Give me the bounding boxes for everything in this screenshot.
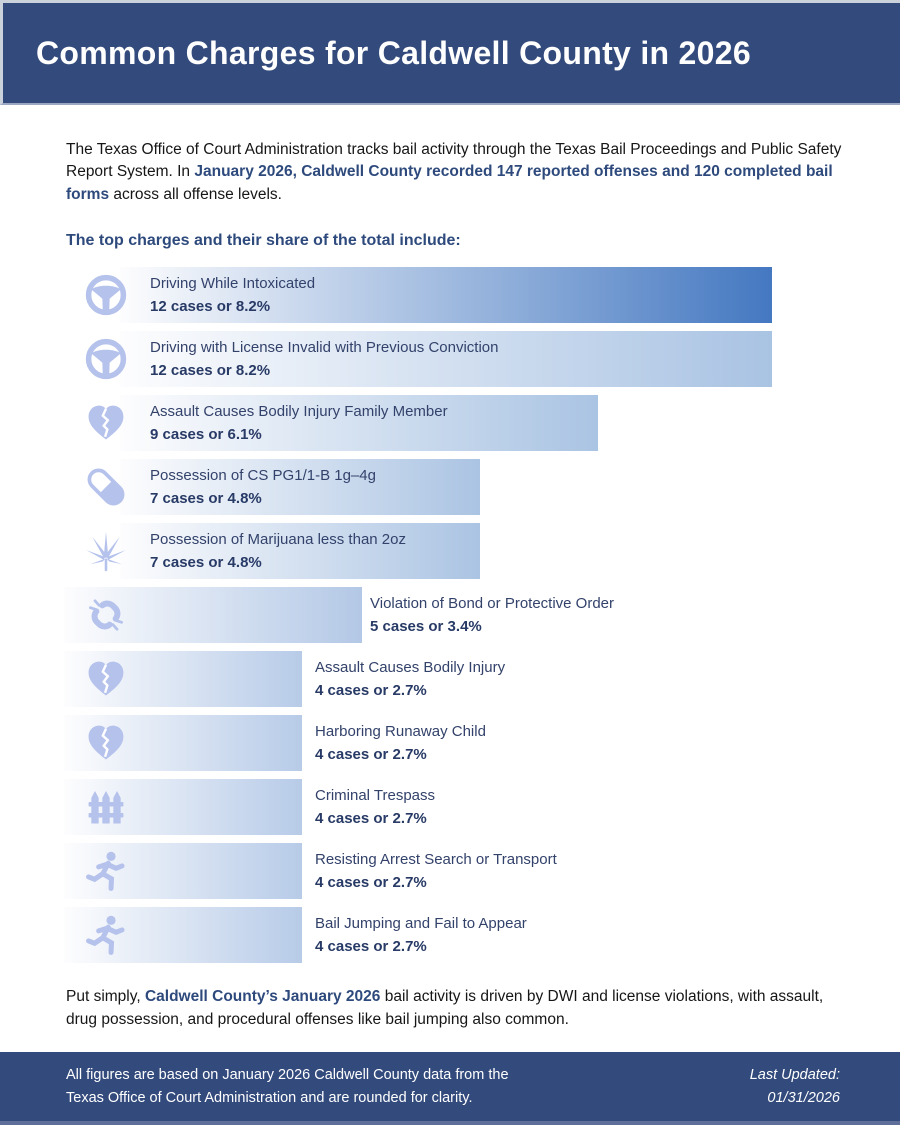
list-heading: The top charges and their share of the t…	[66, 232, 461, 250]
charge-text: Assault Causes Bodily Injury 4 cases or …	[315, 659, 505, 699]
broken-chain-icon	[84, 593, 128, 637]
pill-icon	[84, 465, 128, 509]
charge-stat: 12 cases or 8.2%	[150, 298, 271, 316]
charge-bar	[120, 395, 598, 452]
conclusion-text-pre: Put simply,	[66, 988, 145, 1006]
charge-stat: 4 cases or 2.7%	[315, 938, 427, 956]
charge-row: Possession of CS PG1/1-B 1g–4g 7 cases o…	[64, 459, 836, 516]
charge-stat: 12 cases or 8.2%	[150, 362, 271, 380]
conclusion-text-post: bail activity is driven by DWI and licen…	[66, 988, 824, 1028]
charge-bar	[64, 587, 362, 644]
charge-label: Driving While Intoxicated	[150, 275, 316, 293]
charge-row: Assault Causes Bodily Injury Family Memb…	[64, 395, 836, 452]
charge-row: Driving with License Invalid with Previo…	[64, 331, 836, 388]
charge-text: Violation of Bond or Protective Order 5 …	[370, 595, 614, 635]
last-updated-label: Last Updated:	[749, 1067, 840, 1084]
charge-stat: 4 cases or 2.7%	[315, 682, 427, 700]
charge-text: Driving with License Invalid with Previo…	[150, 339, 499, 379]
charge-label: Violation of Bond or Protective Order	[370, 595, 615, 613]
intro-highlight: January 2026, Caldwell County recorded 1…	[66, 163, 833, 203]
intro-paragraph: The Texas Office of Court Administration…	[66, 139, 852, 206]
charge-bar	[120, 459, 480, 516]
broken-heart-icon	[84, 721, 128, 765]
charge-stat: 4 cases or 2.7%	[315, 874, 427, 892]
intro-text-pre: The Texas Office of Court Administration…	[66, 141, 842, 181]
running-person-icon	[84, 849, 128, 893]
charge-text: Assault Causes Bodily Injury Family Memb…	[150, 403, 448, 443]
footer-source-line1: All figures are based on January 2026 Ca…	[66, 1067, 509, 1084]
charges-list: Driving While Intoxicated 12 cases or 8.…	[64, 267, 836, 964]
broken-heart-icon	[84, 657, 128, 701]
charge-label: Resisting Arrest Search or Transport	[315, 851, 557, 869]
charge-row: Harboring Runaway Child 4 cases or 2.7%	[64, 715, 836, 772]
charge-label: Possession of CS PG1/1-B 1g–4g	[150, 467, 376, 485]
marijuana-leaf-icon	[84, 529, 128, 573]
charge-label: Driving with License Invalid with Previo…	[150, 339, 499, 357]
header-banner: Common Charges for Caldwell County in 20…	[0, 0, 900, 105]
charge-row: Possession of Marijuana less than 2oz 7 …	[64, 523, 836, 580]
charge-stat: 4 cases or 2.7%	[315, 810, 427, 828]
charge-bar	[120, 523, 480, 580]
charge-label: Harboring Runaway Child	[315, 723, 486, 741]
last-updated-date: 01/31/2026	[767, 1089, 840, 1106]
charge-text: Resisting Arrest Search or Transport 4 c…	[315, 851, 557, 891]
charge-text: Possession of Marijuana less than 2oz 7 …	[150, 531, 406, 571]
running-person-icon	[84, 913, 128, 957]
charge-label: Assault Causes Bodily Injury Family Memb…	[150, 403, 448, 421]
charge-label: Possession of Marijuana less than 2oz	[150, 531, 406, 549]
steering-wheel-icon	[84, 273, 128, 317]
charge-label: Assault Causes Bodily Injury	[315, 659, 506, 677]
footer-banner: All figures are based on January 2026 Ca…	[0, 1052, 900, 1125]
charge-bar	[120, 331, 772, 388]
charge-stat: 7 cases or 4.8%	[150, 554, 262, 572]
charge-label: Criminal Trespass	[315, 787, 436, 805]
charge-stat: 5 cases or 3.4%	[370, 618, 482, 636]
charge-stat: 7 cases or 4.8%	[150, 490, 262, 508]
conclusion-highlight: Caldwell County’s January 2026	[144, 988, 381, 1006]
footer-source-line2: Texas Office of Court Administration and…	[66, 1089, 473, 1106]
charge-text: Harboring Runaway Child 4 cases or 2.7%	[315, 723, 486, 763]
footer-source-note: All figures are based on January 2026 Ca…	[66, 1064, 509, 1109]
charge-row: Driving While Intoxicated 12 cases or 8.…	[64, 267, 836, 324]
charge-bar	[120, 267, 772, 324]
charge-row: Violation of Bond or Protective Order 5 …	[64, 587, 836, 644]
charge-row: Assault Causes Bodily Injury 4 cases or …	[64, 651, 836, 708]
intro-text-post: across all offense levels.	[109, 185, 282, 203]
charge-row: Resisting Arrest Search or Transport 4 c…	[64, 843, 836, 900]
charge-text: Bail Jumping and Fail to Appear 4 cases …	[315, 915, 527, 955]
charge-row: Bail Jumping and Fail to Appear 4 cases …	[64, 907, 836, 964]
page-title: Common Charges for Caldwell County in 20…	[36, 34, 751, 71]
charge-row: Criminal Trespass 4 cases or 2.7%	[64, 779, 836, 836]
steering-wheel-icon	[84, 337, 128, 381]
fence-icon	[84, 785, 128, 829]
charge-stat: 9 cases or 6.1%	[150, 426, 262, 444]
charge-text: Driving While Intoxicated 12 cases or 8.…	[150, 275, 315, 315]
broken-heart-icon	[84, 401, 128, 445]
charge-text: Criminal Trespass 4 cases or 2.7%	[315, 787, 435, 827]
charge-stat: 4 cases or 2.7%	[315, 746, 427, 764]
conclusion-paragraph: Put simply, Caldwell County’s January 20…	[66, 986, 856, 1031]
footer-last-updated: Last Updated: 01/31/2026	[750, 1064, 840, 1109]
charge-text: Possession of CS PG1/1-B 1g–4g 7 cases o…	[150, 467, 376, 507]
charge-label: Bail Jumping and Fail to Appear	[315, 915, 527, 933]
